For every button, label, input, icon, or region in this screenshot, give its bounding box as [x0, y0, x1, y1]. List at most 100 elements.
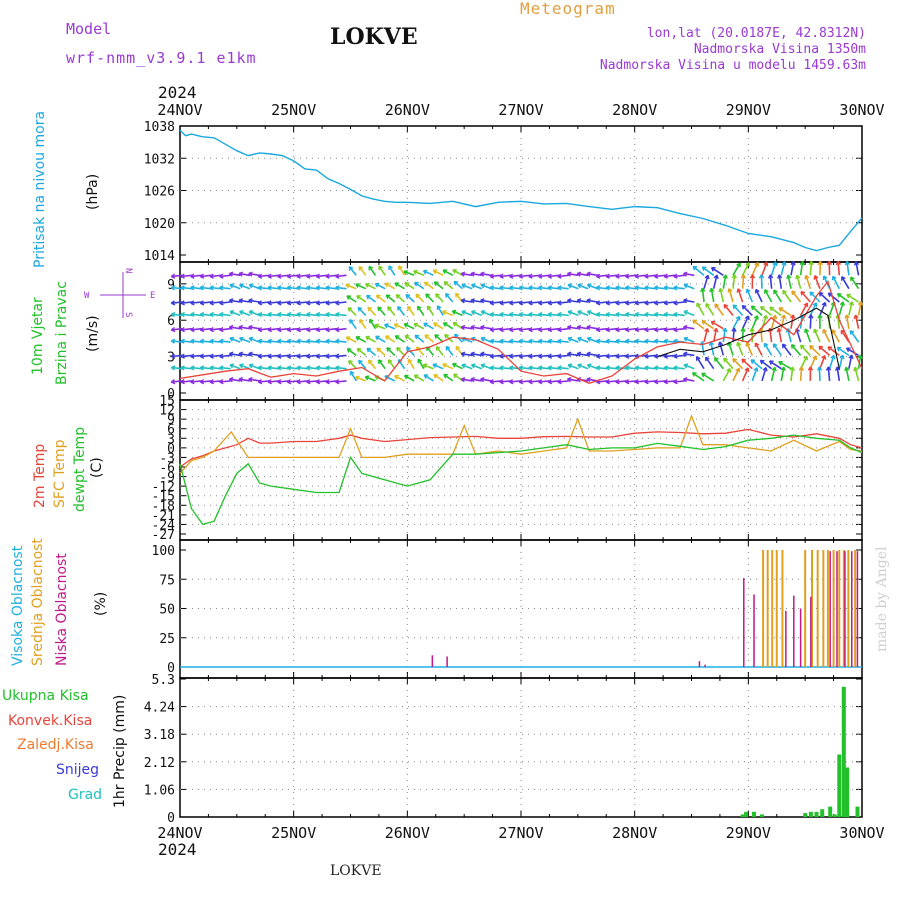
wind-barb — [692, 265, 705, 276]
wind-barb-head — [403, 323, 407, 328]
wind-barb — [366, 294, 376, 303]
wind-barb-head — [518, 302, 524, 306]
wind-barb-head — [653, 313, 659, 318]
wind-barb-head — [442, 269, 446, 274]
y-tick-label: -18 — [152, 499, 175, 514]
wind-barb-head — [229, 284, 233, 289]
temp2m-label: 2m Temp — [32, 444, 48, 508]
wind-barb-head — [171, 275, 176, 279]
wind-barb-head — [821, 355, 826, 359]
wind-barb — [654, 340, 666, 343]
wind-barb-head — [306, 381, 311, 385]
wind-barb — [190, 354, 202, 358]
wind-barbs — [170, 260, 864, 385]
wind-barb-head — [625, 381, 630, 385]
wind-barb — [316, 313, 328, 317]
wind-barb — [249, 310, 260, 317]
wind-barb — [790, 366, 794, 381]
wind-barb-head — [277, 381, 282, 385]
wind-barb — [831, 329, 840, 343]
wind-barb-head — [836, 293, 840, 298]
wind-barb-head — [644, 302, 649, 306]
wind-barb-head — [557, 329, 562, 333]
wind-barb — [596, 327, 608, 331]
wind-barb — [644, 327, 656, 331]
wind-barb — [557, 354, 569, 358]
wind-barb — [644, 354, 656, 358]
wind-barb-head — [528, 313, 533, 318]
coords-label: lon,lat (20.0187E, 42.8312N) — [647, 26, 866, 41]
wind-barb-head — [726, 367, 731, 372]
wind-barb-head — [713, 274, 718, 279]
wind-barb-head — [200, 381, 205, 385]
wind-barb — [398, 265, 406, 276]
wind-barb — [827, 366, 831, 381]
wind-barb-head — [316, 329, 321, 333]
wind-barb-head — [778, 307, 782, 312]
wind-barb — [625, 366, 637, 370]
wind-barb — [635, 380, 647, 383]
wind-barb-head — [683, 353, 687, 357]
wind-barb-head — [277, 286, 282, 291]
wind-barb — [385, 335, 396, 343]
wind-barb-head — [683, 364, 688, 369]
wind-barb-head — [170, 286, 175, 291]
wind-barb-head — [663, 313, 668, 318]
wind-barb-head — [219, 275, 224, 279]
wind-barb — [355, 283, 367, 290]
wind-barb — [364, 375, 376, 382]
wind-barb — [190, 301, 202, 304]
wind-barb — [375, 282, 386, 290]
wind-barb-head — [209, 275, 214, 279]
wind-barb-head — [509, 275, 514, 279]
wind-barb — [654, 380, 666, 383]
wind-barb — [190, 380, 202, 383]
wind-barb — [615, 313, 627, 317]
wind-barb-head — [277, 367, 282, 371]
wind-barb-head — [634, 302, 639, 306]
wind-barb-head — [267, 329, 272, 333]
wind-barb — [238, 352, 251, 357]
wind-barb-head — [654, 381, 659, 385]
wind-barb — [577, 283, 589, 290]
wind-barb — [277, 354, 289, 358]
wind-barb — [356, 347, 367, 357]
wind-barb — [567, 364, 579, 370]
wind-barb-head — [538, 275, 543, 279]
x-tick-label-top: 25NOV — [271, 101, 316, 119]
wind-barb — [335, 380, 347, 383]
wind-barb-head — [826, 260, 830, 266]
cloud-low-label: Niska Oblacnost — [54, 553, 70, 666]
wind-barb-head — [461, 310, 465, 316]
wind-barb-head — [452, 363, 456, 368]
wind-barb-head — [460, 353, 465, 357]
wind-barb-head — [567, 299, 572, 304]
wind-barb — [200, 354, 212, 358]
wind-barb — [367, 306, 377, 316]
wind-barb-head — [489, 313, 494, 318]
wind-barb — [615, 366, 627, 370]
wind-barb — [200, 366, 212, 370]
wind-barb-head — [538, 340, 543, 344]
panel-clouds: 100 75 50 25 0 — [152, 539, 863, 679]
precip-total-label: Ukupna Kisa — [2, 688, 89, 704]
wind-barb — [171, 274, 183, 278]
wind-barb — [200, 313, 212, 317]
wind-barb — [790, 314, 794, 329]
wind-barb-head — [287, 302, 292, 306]
wind-barb-head — [615, 302, 620, 306]
wind-barb — [452, 321, 463, 330]
wind-barb-head — [615, 340, 620, 344]
wind-barb — [470, 299, 482, 303]
wind-barb-head — [435, 293, 438, 298]
wind-barb — [836, 366, 841, 382]
wind-barb-head — [375, 336, 379, 341]
wind-barb — [845, 367, 850, 382]
wind-barb — [701, 320, 715, 330]
wind-barb — [394, 323, 405, 330]
wind-barb-head — [586, 337, 591, 342]
wind-barb-head — [723, 304, 726, 309]
y-tick-label: -3 — [159, 451, 175, 466]
wind-barb — [452, 269, 463, 276]
wind-barb-head — [460, 378, 465, 383]
